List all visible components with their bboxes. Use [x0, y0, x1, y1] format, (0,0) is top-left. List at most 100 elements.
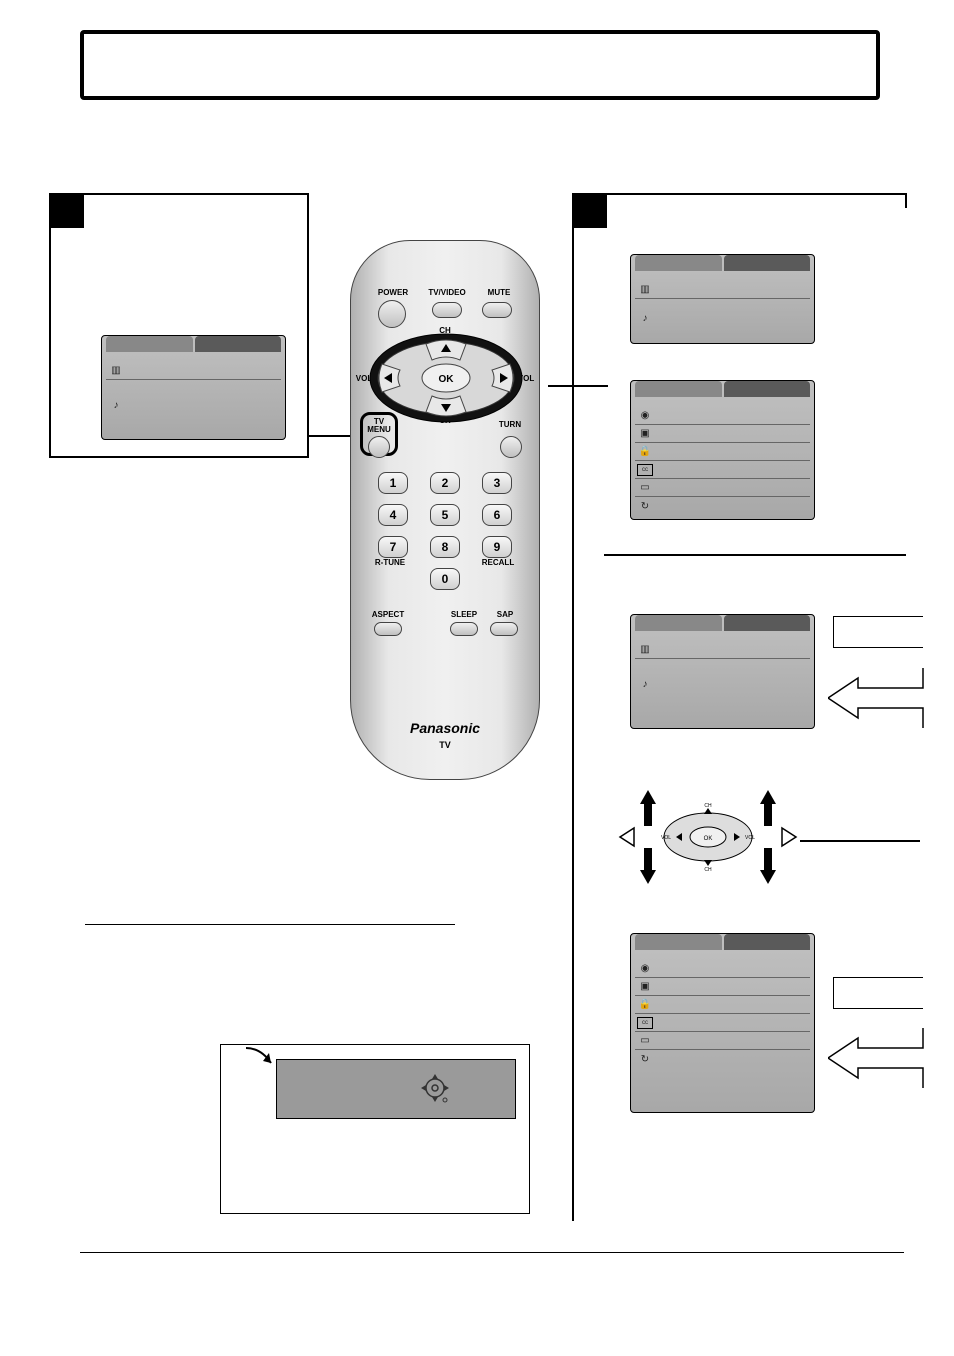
- return-label: TURN: [492, 420, 528, 429]
- help-box: [220, 1044, 530, 1214]
- step-1-box: ▥ ♪: [49, 193, 309, 458]
- aspect-button[interactable]: [374, 622, 402, 636]
- reset-icon: ↻: [637, 1053, 653, 1065]
- osd-tab: [195, 336, 282, 352]
- osd-tab: [635, 381, 722, 397]
- osd-step2-simple-1: ▥ ♪: [630, 254, 815, 344]
- aspect-label: ASPECT: [368, 610, 408, 619]
- right-outline-arrow-icon: [780, 826, 798, 848]
- music-note-icon: ♪: [637, 678, 653, 690]
- mini-nav-right-line: [800, 840, 920, 842]
- osd-row: ▥: [106, 362, 281, 380]
- num-4-button[interactable]: 4: [378, 504, 408, 526]
- tvvideo-button[interactable]: [432, 302, 462, 318]
- ok-label: OK: [704, 836, 713, 842]
- section-underline: [85, 924, 455, 925]
- down-arrow-stem: [764, 848, 772, 870]
- down-arrow-icon: [640, 870, 656, 884]
- remote-control: POWER TV/VIDEO MUTE CH CH VOL VOL: [350, 240, 540, 780]
- nav-pad[interactable]: OK: [368, 332, 524, 424]
- osd-row: ↻: [635, 1050, 810, 1068]
- nav-joystick-icon: [417, 1072, 453, 1108]
- music-note-icon: ♪: [637, 312, 653, 324]
- num-0-button[interactable]: 0: [430, 568, 460, 590]
- timer-icon: ◉: [637, 410, 653, 422]
- timer-icon: ◉: [637, 963, 653, 975]
- recall-label: RECALL: [480, 558, 516, 567]
- osd-row: 🔒: [635, 996, 810, 1014]
- osd-row: ▥: [635, 641, 810, 659]
- step2-divider: [604, 554, 906, 556]
- num-2-button[interactable]: 2: [430, 472, 460, 494]
- osd-tab: [635, 255, 722, 271]
- callout-box-2: [833, 977, 923, 1009]
- connector-line-2: [548, 385, 608, 387]
- osd-step2-simple-2: ▥ ♪: [630, 614, 815, 729]
- up-arrow-stem: [644, 804, 652, 826]
- num-3-button[interactable]: 3: [482, 472, 512, 494]
- num-7-button[interactable]: 7: [378, 536, 408, 558]
- step2-right-stub-top: [905, 193, 907, 208]
- up-arrow-icon: [640, 790, 656, 804]
- osd-tab: [724, 255, 811, 271]
- power-label: POWER: [372, 288, 414, 297]
- num-8-button[interactable]: 8: [430, 536, 460, 558]
- brand-label: Panasonic: [350, 720, 540, 736]
- mini-nav-cluster: OK CH CH VOL VOL: [600, 790, 820, 890]
- osd-row: ▭: [635, 1032, 810, 1050]
- osd-tab: [724, 381, 811, 397]
- ch-label: CH: [704, 867, 712, 872]
- vol-label: VOL: [661, 835, 671, 841]
- left-outline-arrow-icon: [618, 826, 636, 848]
- return-button[interactable]: [500, 436, 522, 458]
- osd-step2-full-2: ◉ ▣ 🔒 cc ▭ ↻: [630, 933, 815, 1113]
- down-arrow-icon: [760, 870, 776, 884]
- num-5-button[interactable]: 5: [430, 504, 460, 526]
- up-arrow-icon: [760, 790, 776, 804]
- osd-row: ♪: [635, 675, 810, 693]
- down-arrow-stem: [644, 848, 652, 870]
- osd-tab: [724, 934, 811, 950]
- osd-row: cc: [635, 461, 810, 479]
- sap-label: SAP: [490, 610, 520, 619]
- ch-label: CH: [704, 803, 712, 809]
- tvmenu-button[interactable]: [368, 436, 390, 458]
- osd-row: cc: [635, 1014, 810, 1032]
- open-arrow-2: [828, 1028, 928, 1088]
- power-button[interactable]: [378, 300, 406, 328]
- picture-bars-icon: ▥: [108, 365, 124, 377]
- bottom-separator: [80, 1252, 904, 1253]
- osd-row: ▣: [635, 425, 810, 443]
- rtune-label: R-TUNE: [372, 558, 408, 567]
- vol-label: VOL: [745, 835, 755, 841]
- osd-row: ◉: [635, 407, 810, 425]
- title-box: [80, 30, 880, 100]
- lock-icon: 🔒: [637, 446, 653, 458]
- mute-button[interactable]: [482, 302, 512, 318]
- ok-label: OK: [439, 374, 455, 385]
- reset-icon: ↻: [637, 500, 653, 512]
- sleep-button[interactable]: [450, 622, 478, 636]
- cc-icon: cc: [637, 1017, 653, 1029]
- tvvideo-label: TV/VIDEO: [422, 288, 472, 297]
- osd-tab: [106, 336, 193, 352]
- num-1-button[interactable]: 1: [378, 472, 408, 494]
- num-9-button[interactable]: 9: [482, 536, 512, 558]
- osd-row: ▣: [635, 978, 810, 996]
- osd-row: ♪: [635, 309, 810, 327]
- picture-bars-icon: ▥: [637, 284, 653, 296]
- osd-step1: ▥ ♪: [101, 335, 286, 440]
- osd-tab: [635, 934, 722, 950]
- num-6-button[interactable]: 6: [482, 504, 512, 526]
- osd-row: ▥: [635, 281, 810, 299]
- mute-label: MUTE: [480, 288, 518, 297]
- cc-icon: cc: [637, 464, 653, 476]
- callout-box-1: [833, 616, 923, 648]
- channel-icon: ▣: [637, 981, 653, 993]
- rect-icon: ▭: [637, 1035, 653, 1047]
- osd-row: 🔒: [635, 443, 810, 461]
- sap-button[interactable]: [490, 622, 518, 636]
- tv-label: TV: [350, 740, 540, 750]
- osd-tab: [724, 615, 811, 631]
- channel-icon: ▣: [637, 428, 653, 440]
